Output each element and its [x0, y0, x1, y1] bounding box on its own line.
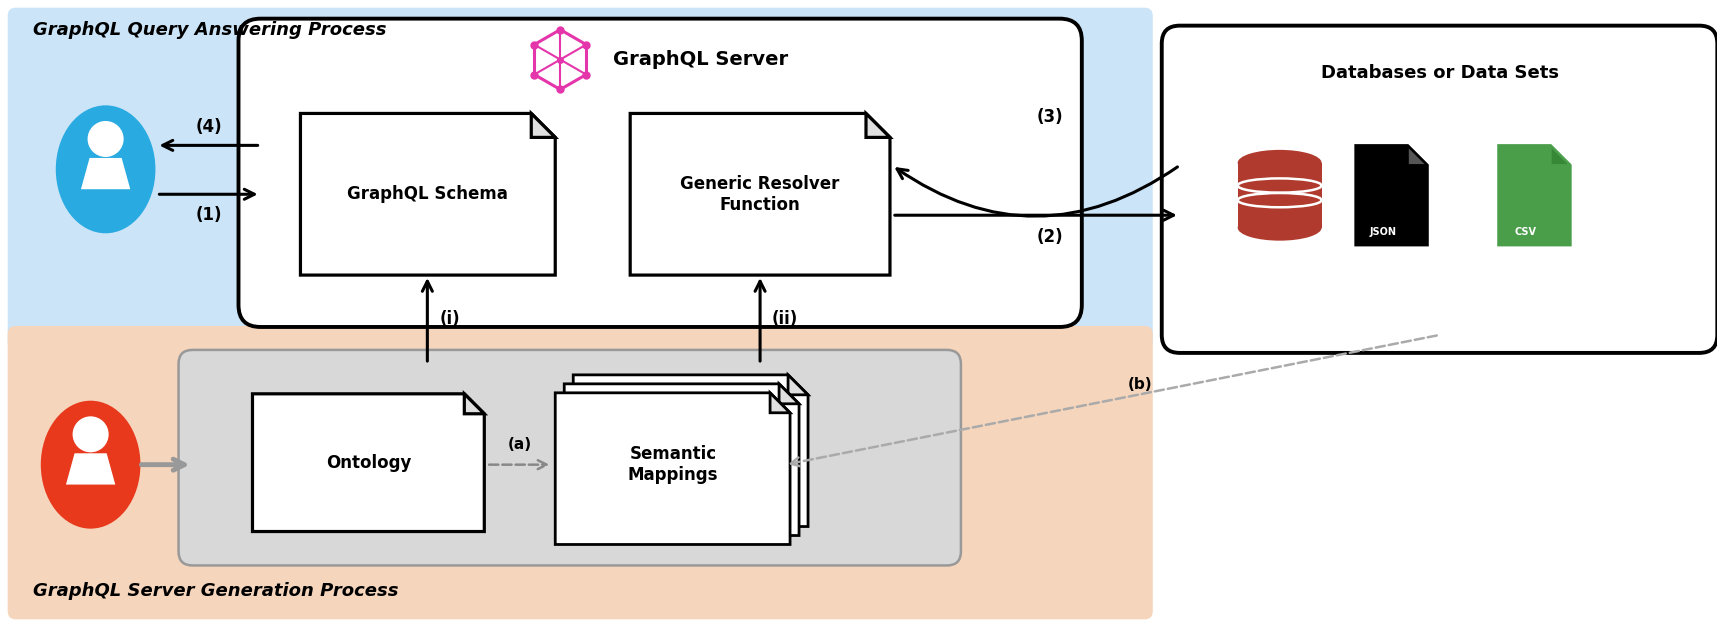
Text: JSON: JSON — [1369, 227, 1397, 236]
Polygon shape — [1237, 163, 1321, 228]
Ellipse shape — [55, 105, 155, 233]
Polygon shape — [253, 394, 484, 532]
Polygon shape — [564, 384, 799, 535]
Text: Semantic
Mappings: Semantic Mappings — [627, 445, 718, 484]
Circle shape — [88, 121, 124, 157]
Text: (a): (a) — [509, 437, 533, 452]
Polygon shape — [631, 113, 890, 275]
Polygon shape — [778, 384, 799, 404]
Text: GraphQL Schema: GraphQL Schema — [347, 185, 509, 203]
FancyBboxPatch shape — [1356, 218, 1409, 245]
Polygon shape — [555, 393, 790, 544]
Text: Databases or Data Sets: Databases or Data Sets — [1321, 63, 1558, 82]
Text: (ii): (ii) — [771, 310, 799, 328]
Text: (1): (1) — [196, 206, 222, 224]
Text: Ontology: Ontology — [326, 454, 411, 472]
Text: (i): (i) — [440, 310, 460, 328]
FancyBboxPatch shape — [239, 19, 1082, 327]
FancyBboxPatch shape — [7, 326, 1153, 619]
Text: (4): (4) — [196, 119, 222, 137]
Ellipse shape — [1237, 214, 1321, 241]
Polygon shape — [770, 393, 790, 413]
Polygon shape — [531, 113, 555, 137]
Ellipse shape — [41, 401, 141, 529]
Text: Generic Resolver
Function: Generic Resolver Function — [680, 175, 840, 214]
Polygon shape — [65, 453, 115, 485]
FancyBboxPatch shape — [1498, 218, 1553, 245]
Polygon shape — [789, 375, 807, 395]
Polygon shape — [1356, 145, 1428, 245]
Polygon shape — [866, 113, 890, 137]
Text: GraphQL Query Answering Process: GraphQL Query Answering Process — [33, 21, 387, 39]
Polygon shape — [464, 394, 484, 414]
Ellipse shape — [1237, 150, 1321, 176]
Text: (2): (2) — [1036, 228, 1063, 246]
Polygon shape — [81, 158, 131, 189]
Text: (b): (b) — [1127, 377, 1153, 393]
Text: GraphQL Server Generation Process: GraphQL Server Generation Process — [33, 582, 399, 601]
Text: (3): (3) — [1036, 108, 1063, 127]
Text: CSV: CSV — [1515, 227, 1536, 236]
FancyBboxPatch shape — [179, 350, 960, 566]
Polygon shape — [1498, 145, 1570, 245]
Circle shape — [72, 416, 108, 452]
Polygon shape — [1407, 145, 1428, 166]
Polygon shape — [301, 113, 555, 275]
Polygon shape — [1550, 145, 1570, 166]
Text: GraphQL Server: GraphQL Server — [613, 50, 787, 69]
FancyBboxPatch shape — [1161, 26, 1718, 353]
Polygon shape — [574, 375, 807, 527]
FancyBboxPatch shape — [7, 8, 1153, 350]
